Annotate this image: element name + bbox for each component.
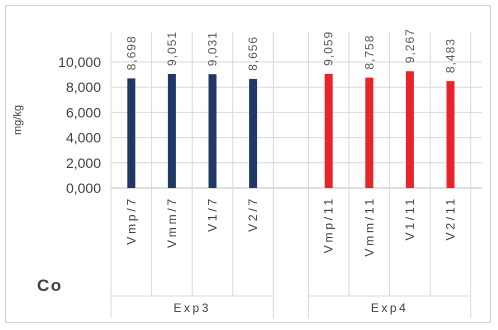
x-tick-label: V2/7	[246, 196, 260, 232]
chart-svg: 0,000 2,000 4,000 6,000 8,000 10,000 Exp3 Exp4 8…	[12, 28, 482, 318]
group-label: Exp3	[174, 301, 211, 315]
data-label: 8,758	[362, 35, 376, 70]
chart-label: Co	[37, 276, 63, 295]
bar	[208, 74, 217, 188]
data-label: 9,059	[322, 31, 336, 66]
data-label: 9,267	[403, 28, 417, 63]
bar	[446, 81, 455, 188]
bar	[365, 77, 374, 188]
group-label: Exp4	[371, 301, 408, 315]
y-tick-label: 2,000	[66, 155, 101, 171]
gridlines	[111, 61, 482, 189]
x-tick-label: Vmp/11	[322, 196, 336, 253]
y-tick-label: 10,000	[58, 54, 101, 70]
data-label: 8,483	[444, 38, 458, 73]
x-tick-label: Vmm/7	[165, 196, 179, 248]
y-tick-label: 4,000	[66, 130, 101, 146]
bar	[127, 78, 136, 188]
bar	[324, 73, 333, 188]
data-label: 9,031	[206, 31, 220, 66]
data-label: 9,051	[165, 31, 179, 66]
y-tick-label: 8,000	[66, 79, 101, 95]
chart-frame: 0,000 2,000 4,000 6,000 8,000 10,000 Exp3 Exp4 8…	[5, 5, 491, 323]
labels: 0,000 2,000 4,000 6,000 8,000 10,000 Exp3 Exp4 8…	[58, 28, 457, 315]
data-label: 8,698	[124, 35, 138, 70]
x-tick-label: Vmp/7	[124, 196, 138, 245]
x-tick-label: Vmm/11	[362, 196, 376, 257]
y-axis-label: mg/kg	[12, 105, 24, 135]
y-tick-label: 6,000	[66, 104, 101, 120]
bar	[167, 73, 176, 188]
bars	[127, 71, 455, 188]
bar	[249, 78, 258, 188]
category-separators	[110, 32, 472, 318]
x-tick-label: V1/7	[206, 196, 220, 232]
x-tick-label: V2/11	[444, 196, 458, 240]
data-label: 8,656	[246, 36, 260, 71]
bar	[405, 71, 414, 188]
y-tick-label: 0,000	[66, 180, 101, 196]
x-tick-label: V1/11	[403, 196, 417, 240]
